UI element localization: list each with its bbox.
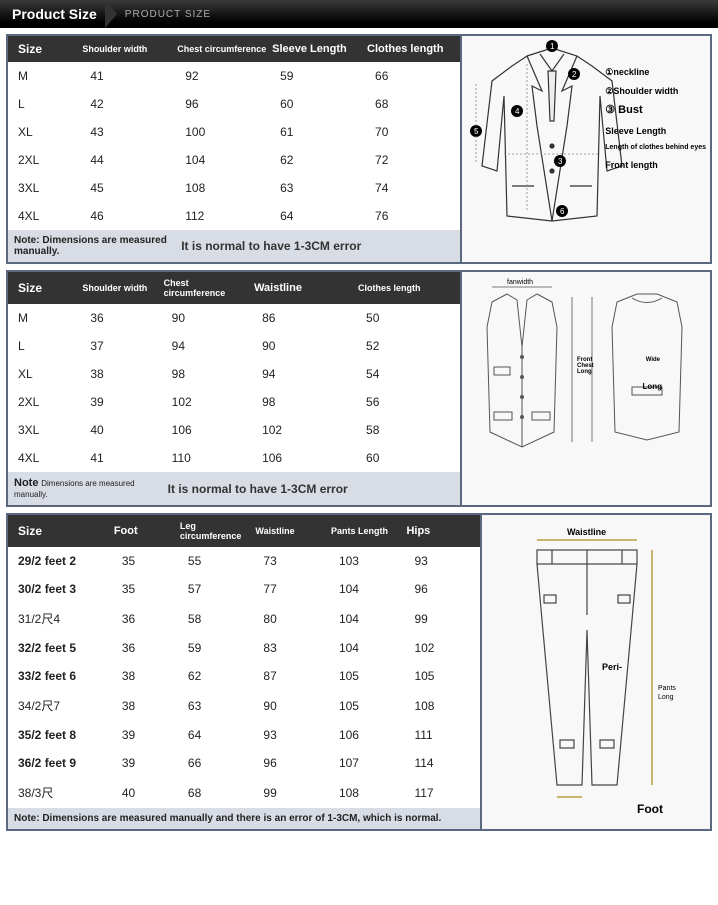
svg-text:5: 5 [474, 127, 479, 136]
label-wide: Wide [646, 357, 660, 363]
table-row: 4XL4111010660 [8, 444, 460, 472]
label-neckline: ①neckline [605, 66, 706, 79]
table-row: M36908650 [8, 304, 460, 332]
vest-table-wrap: Size Shoulder width Chest circumference … [8, 272, 460, 505]
table-row: 2XL391029856 [8, 388, 460, 416]
label-foot: Foot [637, 802, 663, 816]
jacket-section: Size Shoulder width Chest circumference … [6, 34, 712, 264]
pants-table-wrap: Size Foot Leg circumference Waistline Pa… [8, 515, 480, 829]
table-row: M41925966 [8, 62, 460, 90]
col-waist: Waistline [253, 515, 329, 547]
label-fanwidth: fanwidth [507, 279, 533, 286]
table-row: XL431006170 [8, 118, 460, 146]
jacket-table-wrap: Size Shoulder width Chest circumference … [8, 36, 460, 262]
vest-diagram: fanwidth Long FrontChestLong Wide [460, 272, 710, 505]
header-subtitle: PRODUCT SIZE [125, 9, 211, 20]
col-plength: Pants Length [329, 515, 405, 547]
table-row: 31/2尺436588010499 [8, 603, 480, 634]
svg-text:6: 6 [560, 207, 565, 216]
table-row: 4XL461126476 [8, 202, 460, 230]
table-row: 30/2 feet 335577710496 [8, 575, 480, 603]
table-row: 32/2 feet 5365983104102 [8, 634, 480, 662]
svg-text:1: 1 [550, 42, 555, 51]
jacket-table: Size Shoulder width Chest circumference … [8, 36, 460, 262]
table-row: L42966068 [8, 90, 460, 118]
table-row: L37949052 [8, 332, 460, 360]
vest-section: Size Shoulder width Chest circumference … [6, 270, 712, 507]
col-chest: Chest circumference [175, 36, 270, 62]
pants-section: Size Foot Leg circumference Waistline Pa… [6, 513, 712, 831]
jacket-labels: ①neckline ②Shoulder width ③ Bust Sleeve … [605, 66, 706, 178]
label-shoulder: ②Shoulder width [605, 85, 706, 98]
label-back: Length of clothes behind eyes [605, 143, 706, 153]
label-long: Long [642, 382, 662, 391]
header-title: Product Size [12, 6, 97, 22]
label-front: Front length [605, 159, 706, 172]
col-length: Clothes length [356, 272, 460, 304]
table-row: 35/2 feet 8396493106111 [8, 721, 480, 749]
col-hips: Hips [404, 515, 480, 547]
jacket-note-1: Note: Dimensions are measured manually. [8, 230, 175, 262]
col-shoulder: Shoulder width [80, 272, 161, 304]
label-peri: Peri- [602, 662, 622, 672]
pants-table: Size Foot Leg circumference Waistline Pa… [8, 515, 480, 829]
table-row: 34/2尺7386390105108 [8, 690, 480, 721]
page-header: Product Size PRODUCT SIZE [0, 0, 718, 28]
label-waistline: Waistline [567, 527, 606, 537]
vest-note-2: It is normal to have 1-3CM error [162, 472, 460, 505]
label-bust: ③ Bust [605, 103, 706, 118]
vest-note-1: Note Dimensions are measured manually. [8, 472, 162, 505]
col-size: Size [8, 515, 112, 547]
col-sleeve: Sleeve Length [270, 36, 365, 62]
col-size: Size [8, 272, 80, 304]
vest-diagram-svg: fanwidth [462, 272, 712, 487]
header-arrow-icon [105, 0, 117, 28]
col-shoulder: Shoulder width [80, 36, 175, 62]
svg-text:Long: Long [658, 694, 674, 701]
table-row: 29/2 feet 235557310393 [8, 547, 480, 575]
svg-text:2: 2 [572, 70, 577, 79]
col-chest: Chest circumference [162, 272, 252, 304]
label-sleeve: Sleeve Length [605, 125, 706, 138]
table-row: 3XL4010610258 [8, 416, 460, 444]
svg-text:3: 3 [558, 157, 563, 166]
col-length: Clothes length [365, 36, 460, 62]
table-row: 38/3尺406899108117 [8, 777, 480, 808]
table-row: 2XL441046272 [8, 146, 460, 174]
pants-diagram: Waistline Peri- Pants Long Foot [480, 515, 710, 829]
label-front: FrontChestLong [577, 357, 594, 375]
col-leg: Leg circumference [178, 515, 254, 547]
pants-note: Note: Dimensions are measured manually a… [8, 808, 480, 829]
col-waist: Waistline [252, 272, 356, 304]
table-row: 3XL451086374 [8, 174, 460, 202]
label-pants-long: Pants [658, 685, 676, 692]
table-row: 36/2 feet 9396696107114 [8, 749, 480, 777]
col-size: Size [8, 36, 80, 62]
col-foot: Foot [112, 515, 178, 547]
vest-table: Size Shoulder width Chest circumference … [8, 272, 460, 505]
jacket-note-2: It is normal to have 1-3CM error [175, 230, 460, 262]
table-row: XL38989454 [8, 360, 460, 388]
table-row: 33/2 feet 6386287105105 [8, 662, 480, 690]
svg-text:4: 4 [515, 107, 520, 116]
jacket-diagram: 1 2 3 4 5 6 ①neckline ②Shoulder width ③ … [460, 36, 710, 262]
pants-diagram-svg: Waistline Peri- Pants Long Foot [482, 515, 712, 820]
